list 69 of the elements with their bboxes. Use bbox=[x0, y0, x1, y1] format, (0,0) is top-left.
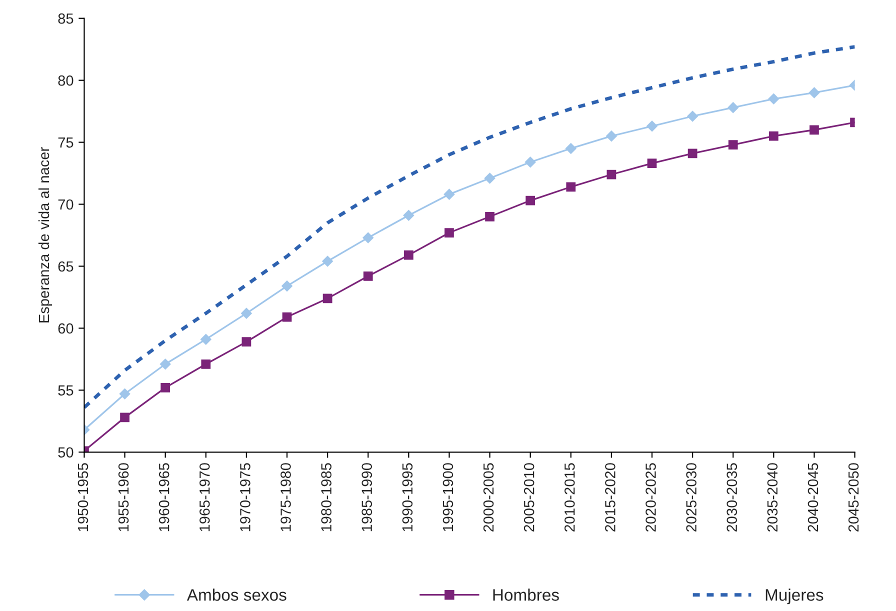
x-tick-label: 1960-1965 bbox=[158, 463, 170, 532]
point bbox=[768, 131, 778, 141]
x-tick-label: 2045-2050 bbox=[848, 463, 859, 532]
point bbox=[363, 271, 373, 281]
point bbox=[160, 358, 171, 370]
y-tick-label: 70 bbox=[58, 199, 74, 210]
x-tick-label: 2010-2015 bbox=[564, 463, 575, 532]
x-tick-label: 1955-1960 bbox=[118, 463, 129, 532]
point bbox=[728, 140, 738, 150]
y-tick-label: 55 bbox=[58, 385, 74, 396]
y-tick-label: 80 bbox=[58, 75, 74, 86]
point bbox=[484, 172, 496, 184]
point bbox=[647, 158, 657, 168]
x-tick-label: 2000-2005 bbox=[483, 463, 494, 532]
x-tick-label: 1985-1990 bbox=[362, 463, 372, 532]
x-tick-label: 1995-1900 bbox=[442, 463, 454, 532]
point bbox=[565, 143, 576, 154]
line-series bbox=[84, 45, 855, 410]
point bbox=[242, 337, 252, 347]
x-tick-label: 2015-2020 bbox=[605, 463, 616, 532]
x-tick-label: 2030-2035 bbox=[726, 463, 738, 532]
point bbox=[119, 388, 130, 400]
point bbox=[241, 308, 252, 319]
point bbox=[160, 383, 170, 392]
point bbox=[485, 212, 494, 222]
point bbox=[687, 110, 698, 122]
point bbox=[444, 188, 455, 200]
point bbox=[566, 182, 576, 192]
point bbox=[403, 210, 414, 221]
point bbox=[524, 156, 536, 168]
point bbox=[201, 359, 211, 369]
x-tick-label: 1965-1970 bbox=[199, 463, 210, 532]
legend-label: Mujeres bbox=[766, 588, 824, 604]
point bbox=[322, 256, 333, 267]
y-tick-label: 75 bbox=[58, 138, 74, 148]
x-tick-label: 2005-2010 bbox=[524, 463, 534, 532]
y-axis-title: Esperanza de vida al nacer bbox=[38, 147, 52, 322]
y-tick-label: 60 bbox=[58, 323, 74, 334]
x-tick-label: 1950-1955 bbox=[78, 463, 88, 532]
point bbox=[808, 87, 820, 98]
x-tick-label: 1990-1995 bbox=[402, 463, 413, 532]
legend-label: Hombres bbox=[493, 588, 559, 601]
point bbox=[200, 334, 212, 345]
x-tick-label: 2035-2040 bbox=[767, 463, 778, 532]
legend-label: Ambos sexos bbox=[186, 588, 286, 601]
point bbox=[526, 196, 536, 206]
point bbox=[404, 250, 414, 260]
point bbox=[444, 228, 454, 238]
point bbox=[282, 280, 292, 292]
y-tick-label: 50 bbox=[58, 447, 74, 458]
x-tick-label: 1980-1985 bbox=[321, 463, 332, 532]
point bbox=[688, 148, 698, 158]
y-tick-label: 85 bbox=[58, 13, 74, 24]
point bbox=[768, 93, 780, 104]
point bbox=[728, 102, 739, 113]
point bbox=[810, 125, 819, 135]
x-tick-label: 1970-1975 bbox=[240, 463, 250, 532]
y-tick-label: 65 bbox=[58, 261, 74, 272]
x-tick-label: 2040-2045 bbox=[808, 463, 818, 532]
x-tick-label: 2025-2030 bbox=[686, 463, 696, 532]
point bbox=[322, 294, 332, 304]
point bbox=[120, 412, 130, 422]
point bbox=[282, 312, 292, 322]
x-tick-label: 1975-1980 bbox=[280, 463, 291, 532]
point bbox=[646, 120, 658, 132]
point bbox=[362, 232, 374, 244]
point bbox=[606, 130, 617, 142]
point bbox=[606, 170, 616, 180]
x-tick-label: 2020-2025 bbox=[646, 463, 656, 532]
